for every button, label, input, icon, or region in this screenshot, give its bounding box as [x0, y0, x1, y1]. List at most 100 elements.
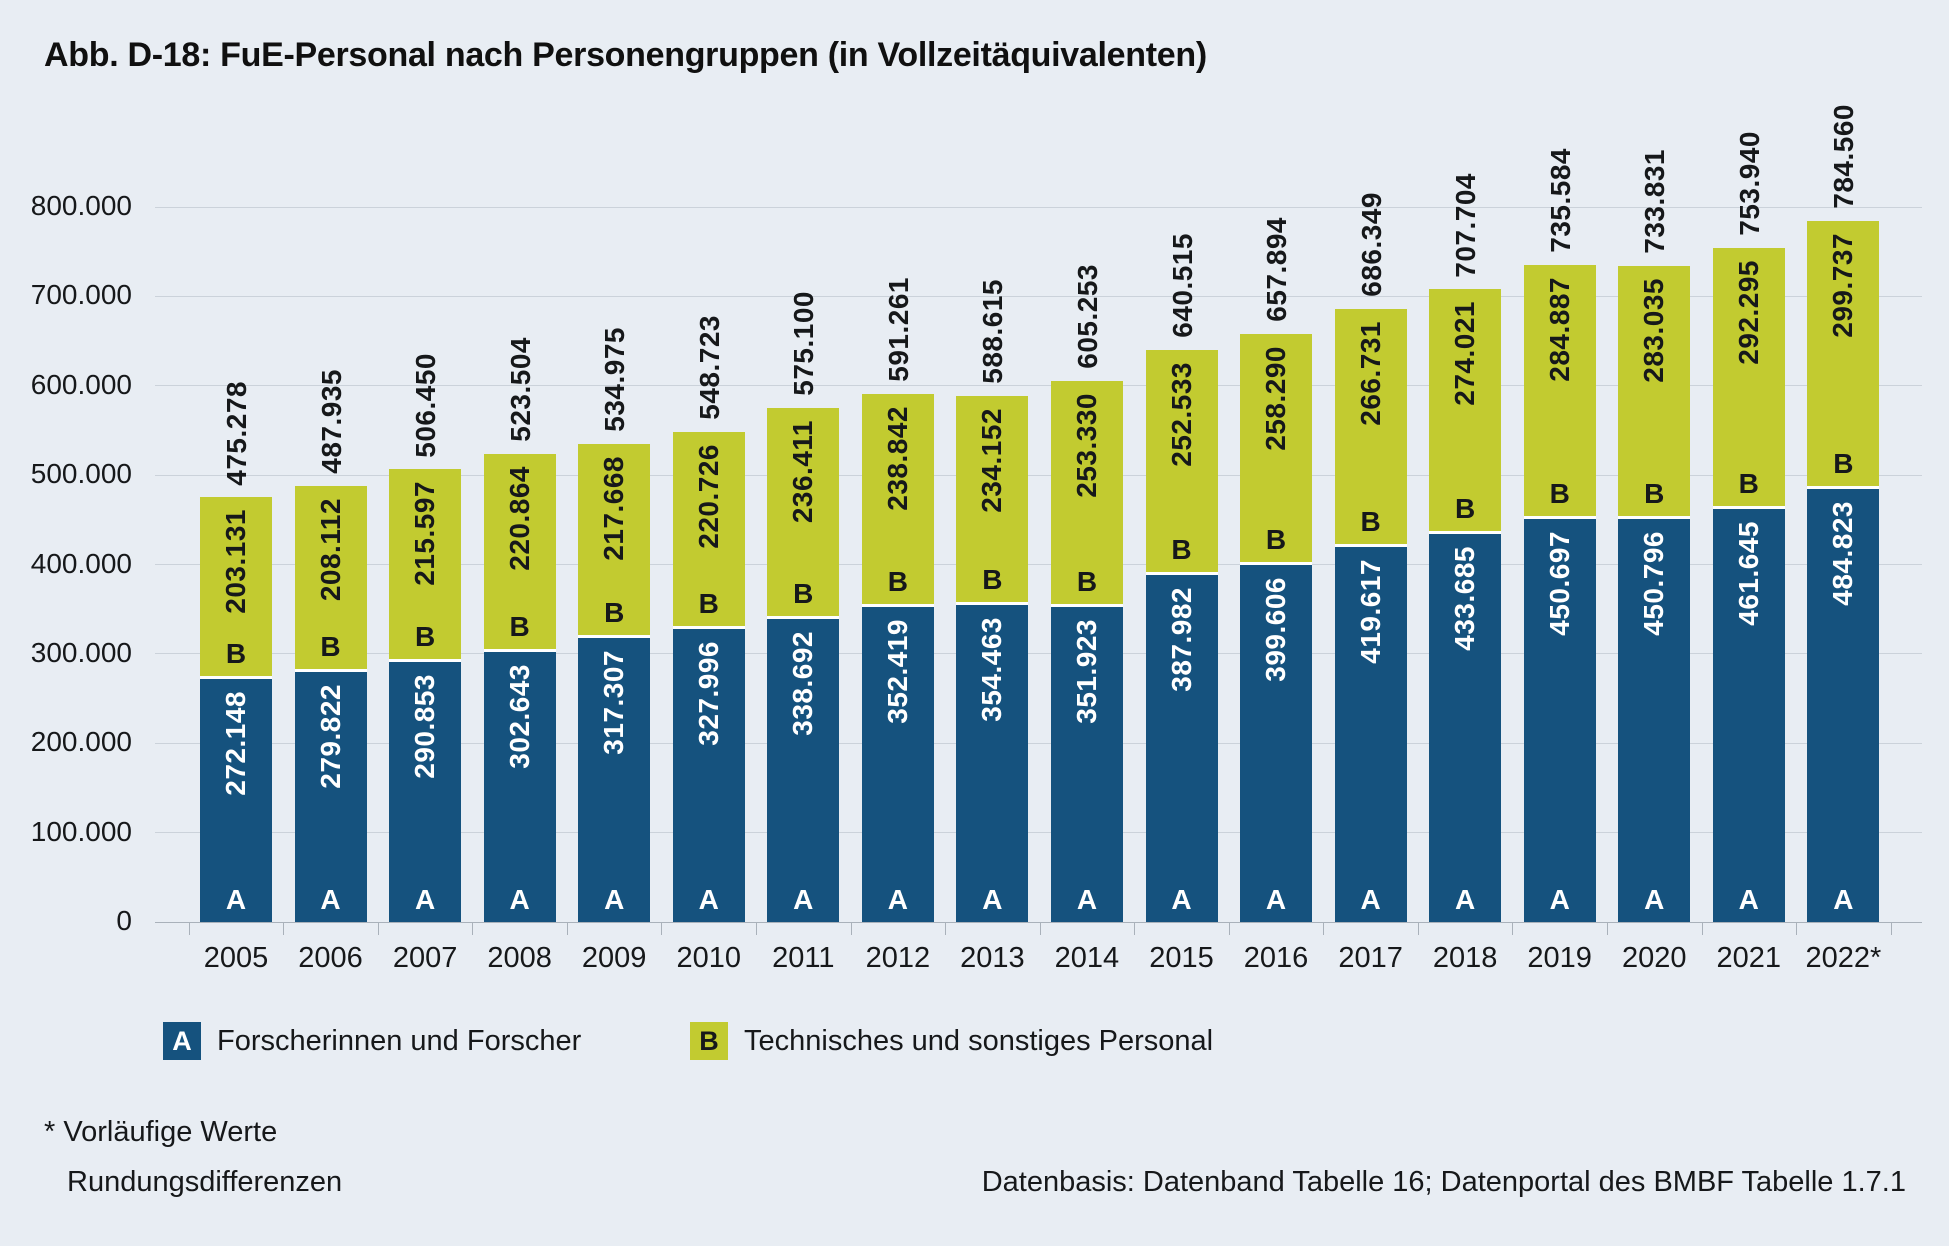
y-axis-tick-label: 100.000	[30, 815, 132, 847]
bar-segment-technical: 284.887 B	[1523, 264, 1596, 520]
bar-segment-technical: 220.864 B	[483, 454, 556, 652]
x-axis-tick	[377, 923, 379, 935]
bar-total-label: 575.100	[788, 291, 820, 397]
gridline	[155, 474, 1922, 476]
bar-letter-b: B	[1549, 478, 1570, 510]
x-axis-tick	[188, 923, 190, 935]
bar-value-researchers: 450.796	[1638, 531, 1670, 636]
footnote-preliminary-values: * Vorläufige Werte	[44, 1116, 278, 1148]
x-axis-tick	[1606, 923, 1608, 935]
bar-value-technical: 252.533	[1165, 361, 1197, 467]
x-axis-year-label: 2006	[298, 942, 363, 974]
x-axis-tick	[1701, 923, 1703, 935]
bar-letter-b: B	[1171, 534, 1192, 566]
bar-value-technical: 292.295	[1732, 260, 1764, 365]
x-axis-tick	[756, 923, 758, 935]
bar-segment-researchers: 352.419 A	[861, 607, 934, 922]
bar-value-researchers: 387.982	[1165, 587, 1197, 692]
bar-letter-b: B	[414, 621, 436, 653]
bar-segment-researchers: 290.853 A	[389, 662, 462, 922]
bar-value-researchers: 461.645	[1732, 521, 1764, 627]
x-axis-year-label: 2022*	[1805, 942, 1882, 974]
bar-letter-a: A	[1265, 883, 1287, 915]
legend-label-b: Technisches und sonstiges Personal	[744, 1024, 1214, 1057]
bar-segment-researchers: 419.617 A	[1334, 546, 1407, 922]
bar-segment-technical: 236.411 B	[767, 408, 840, 620]
bar-segment-researchers: 317.307 A	[578, 638, 651, 922]
bar-total-label: 657.894	[1261, 217, 1293, 323]
bar-letter-a: A	[1171, 883, 1192, 915]
bar-total-label: 534.975	[599, 327, 631, 432]
bar-segment-technical: 217.668 B	[578, 443, 651, 639]
bar-segment-technical: 283.035 B	[1618, 266, 1691, 520]
legend-item-a: A Forscherinnen und Forscher	[163, 1022, 581, 1060]
x-axis-year-label: 2018	[1432, 942, 1498, 974]
bar-value-technical: 299.737	[1827, 232, 1859, 338]
bar-total-label: 591.261	[882, 276, 914, 382]
x-axis-year-label: 2008	[487, 942, 552, 974]
bar-letter-a: A	[1360, 883, 1381, 915]
y-axis-tick-label: 800.000	[30, 190, 132, 221]
x-axis-year-label: 2017	[1338, 942, 1403, 974]
bar-segment-researchers: 461.645 A	[1712, 509, 1785, 922]
bar-total-label: 487.935	[315, 369, 347, 474]
bar-value-researchers: 290.853	[409, 674, 441, 779]
bar-value-technical: 274.021	[1449, 301, 1481, 407]
legend-label-a: Forscherinnen und Forscher	[217, 1024, 582, 1057]
bar-letter-b: B	[1265, 523, 1287, 555]
bar-value-researchers: 338.692	[787, 631, 819, 736]
bar-letter-a: A	[1076, 883, 1098, 915]
bar-letter-a: A	[509, 883, 530, 915]
x-axis-year-label: 2010	[676, 942, 741, 974]
bar-segment-researchers: 433.685 A	[1429, 534, 1502, 922]
x-axis-tick	[1323, 923, 1325, 935]
bar-total-label: 548.723	[693, 314, 725, 420]
bar-segment-researchers: 279.822 A	[294, 671, 367, 922]
y-axis-tick-label: 400.000	[30, 547, 132, 579]
x-axis-tick	[1134, 923, 1136, 935]
bar-total-label: 735.584	[1544, 147, 1576, 253]
bar-segment-technical: 215.597 B	[389, 469, 462, 663]
bar-value-researchers: 317.307	[598, 650, 630, 756]
bar-letter-a: A	[604, 883, 625, 915]
x-axis-tick	[661, 923, 663, 935]
y-axis-tick-label: 700.000	[30, 279, 132, 311]
legend-item-b: B Technisches und sonstiges Personal	[690, 1022, 1213, 1060]
bar-segment-researchers: 338.692 A	[767, 619, 840, 922]
bar-letter-b: B	[509, 610, 530, 642]
x-axis-year-label: 2011	[772, 942, 835, 974]
footnote-rounding-differences: Rundungsdifferenzen	[67, 1166, 343, 1198]
y-axis-tick-label: 0	[116, 905, 132, 936]
bar-value-researchers: 352.419	[881, 619, 913, 724]
bar-letter-b: B	[320, 630, 341, 662]
figure-title: Abb. D-18: FuE-Personal nach Personengru…	[44, 36, 1207, 74]
x-axis-tick	[472, 923, 474, 935]
bar-value-researchers: 484.823	[1827, 500, 1859, 606]
x-axis-year-label: 2007	[392, 942, 458, 974]
y-axis-tick-label: 300.000	[30, 636, 132, 668]
bar-total-label: 640.515	[1166, 232, 1198, 338]
x-axis-year-label: 2012	[865, 942, 931, 974]
bar-value-researchers: 351.923	[1070, 619, 1102, 725]
x-axis-year-label: 2009	[581, 942, 647, 974]
bar-segment-researchers: 450.697 A	[1523, 519, 1596, 922]
bar-letter-b: B	[604, 597, 625, 629]
x-axis-tick	[1512, 923, 1514, 935]
gridline	[155, 832, 1922, 834]
bar-value-technical: 284.887	[1543, 276, 1575, 382]
bar-segment-researchers: 450.796 A	[1618, 519, 1691, 922]
bar-total-label: 506.450	[410, 352, 442, 458]
bar-segment-technical: 292.295 B	[1712, 248, 1785, 510]
bar-value-researchers: 450.697	[1543, 531, 1575, 636]
bar-value-researchers: 433.685	[1449, 546, 1481, 652]
bar-total-label: 753.940	[1733, 131, 1765, 237]
x-axis-year-label: 2015	[1149, 942, 1214, 974]
bar-value-technical: 253.330	[1070, 393, 1102, 498]
bar-value-technical: 266.731	[1354, 320, 1386, 426]
bar-value-technical: 238.842	[881, 405, 913, 511]
bar-segment-researchers: 484.823 A	[1807, 488, 1880, 922]
bar-total-label: 523.504	[504, 337, 536, 443]
x-axis-line	[155, 921, 1922, 923]
